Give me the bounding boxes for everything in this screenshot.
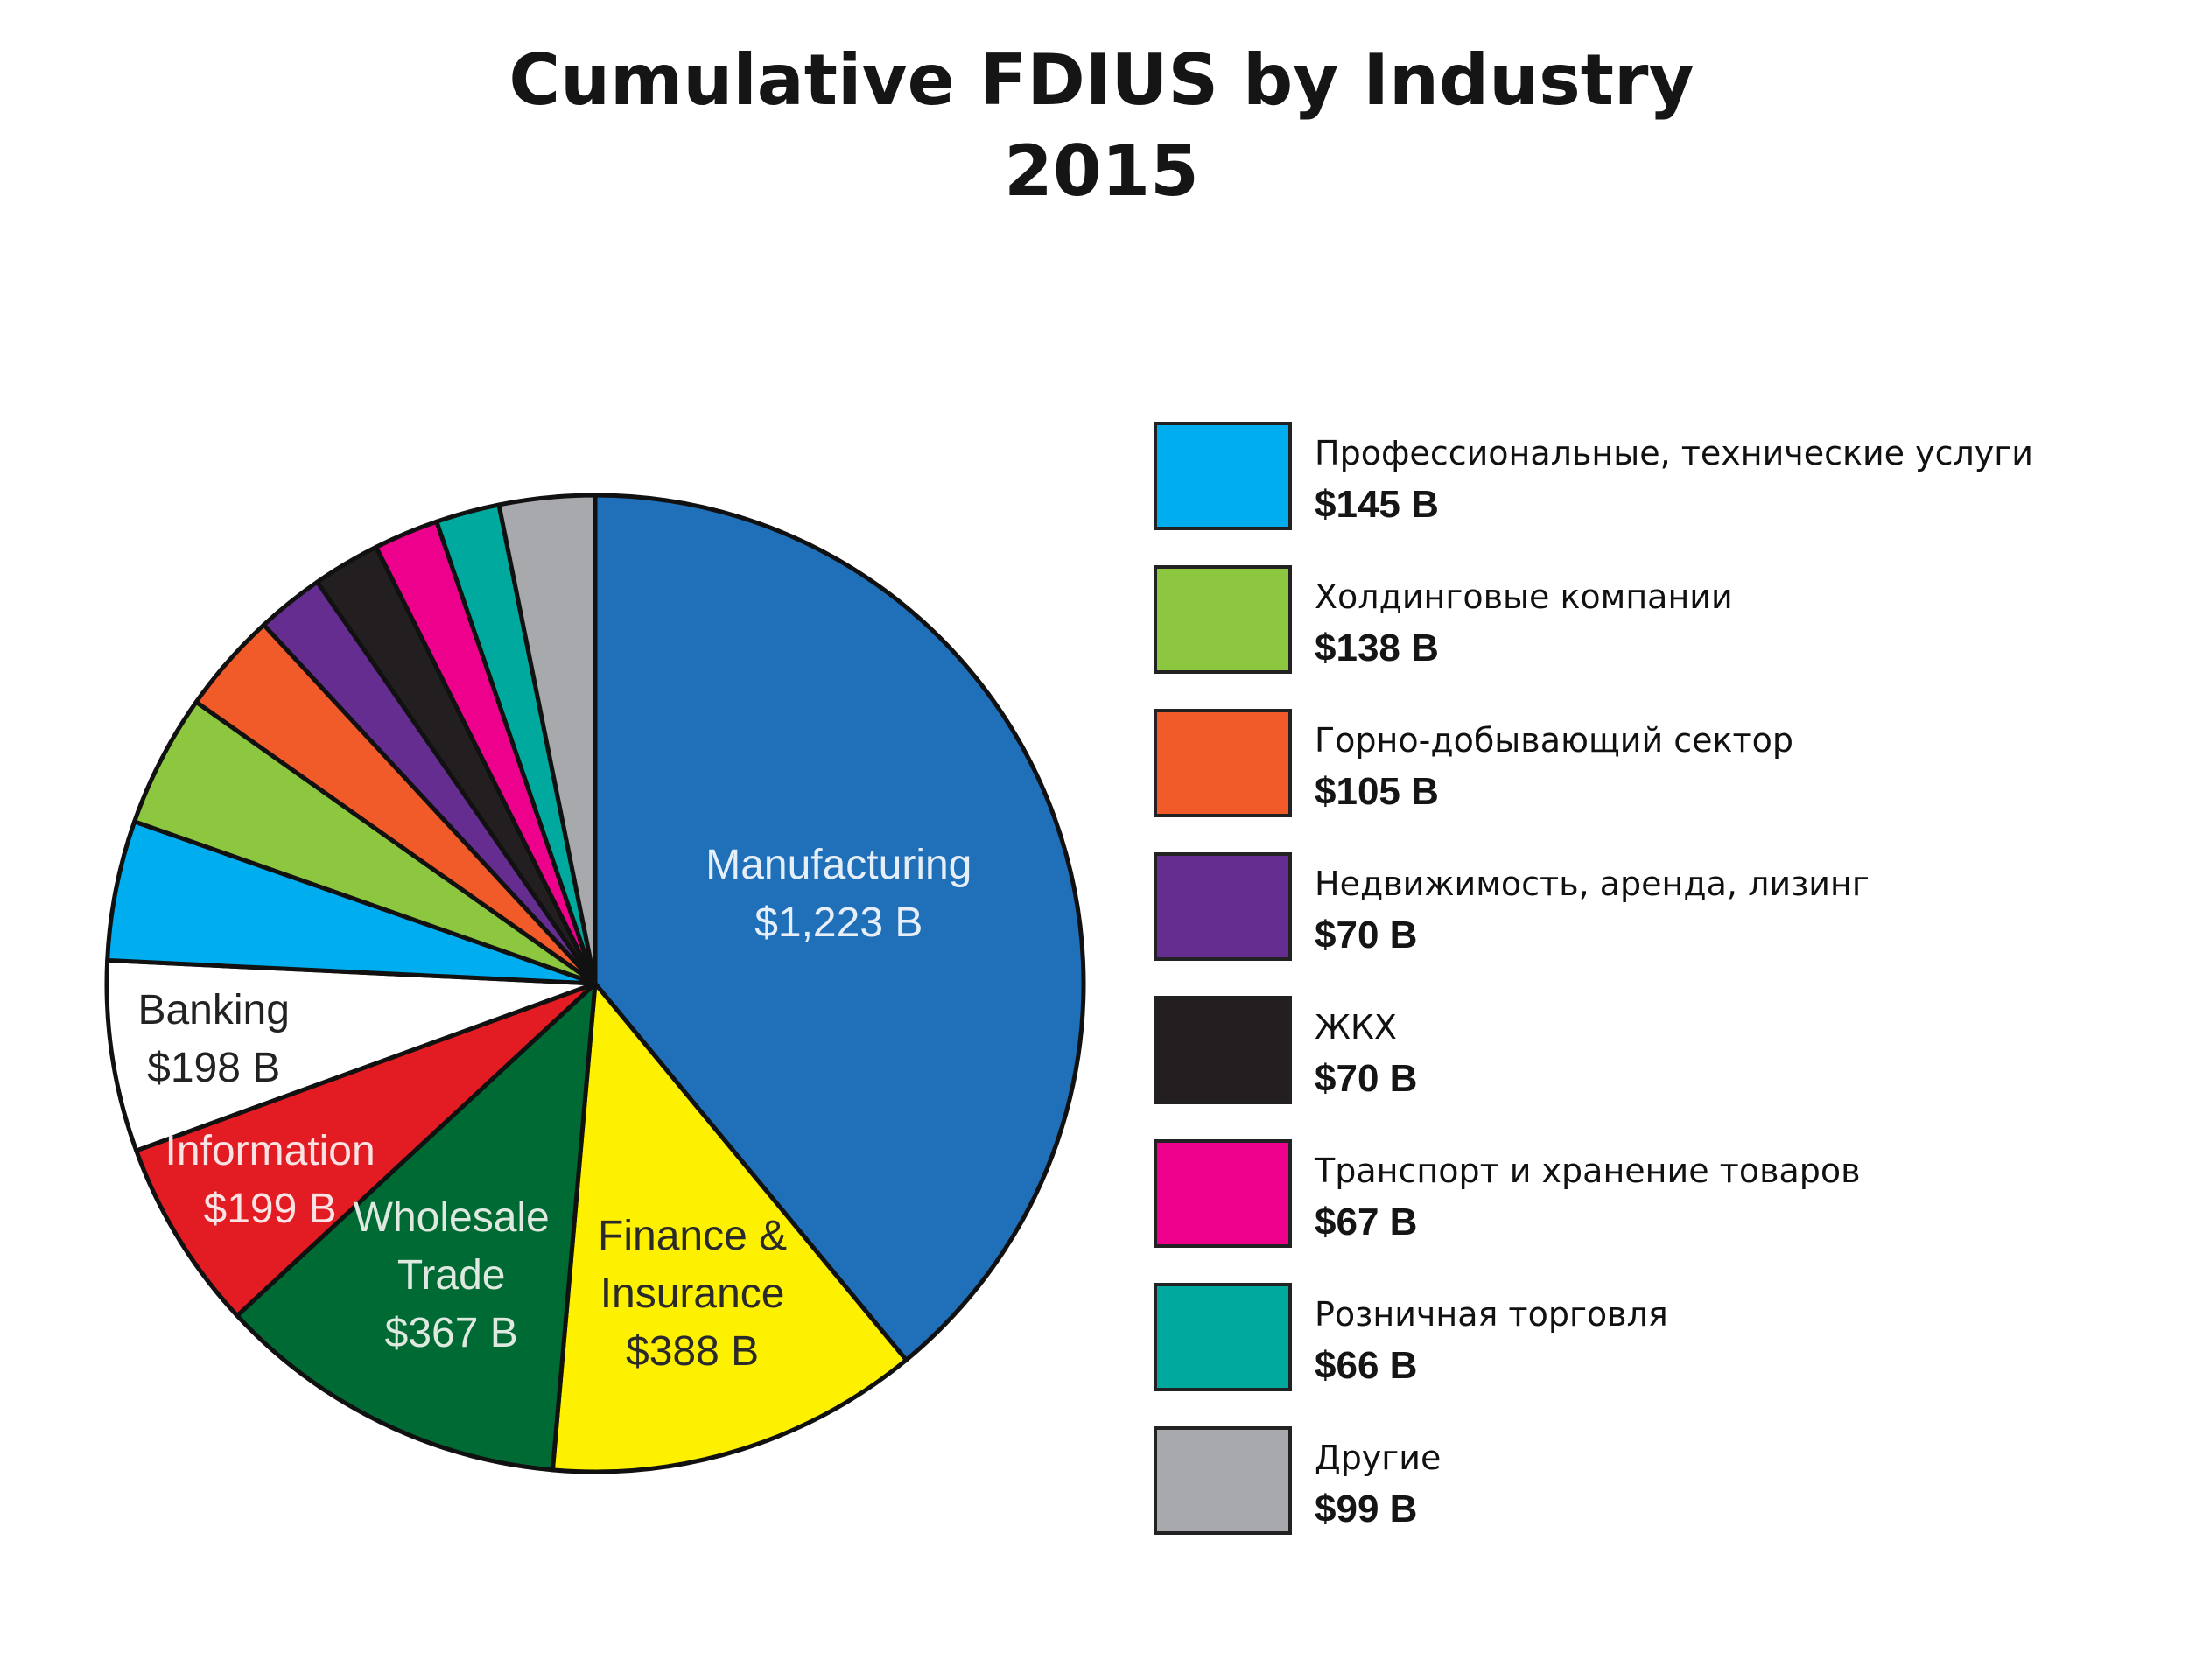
pie-slice — [134, 981, 598, 1319]
legend-item: Другие $99 B — [1154, 1426, 2186, 1570]
slice-label-line: Information — [165, 1128, 375, 1174]
legend-swatch — [1154, 565, 1292, 674]
pie-slice-labels: Manufacturing $1,223 B Finance & Insurance $… — [137, 842, 972, 1375]
slice-label-line: $198 B — [147, 1045, 280, 1091]
slice-label-line: Finance & — [598, 1213, 787, 1259]
slice-label-line: Insurance — [600, 1270, 785, 1317]
pie-chart: Manufacturing $1,223 B Finance & Insurance $… — [104, 493, 1086, 1474]
legend-item: Холдинговые компании $138 B — [1154, 565, 2186, 709]
chart-subtitle: 2015 — [1004, 130, 1199, 212]
pie-slice — [550, 981, 909, 1474]
legend-value: $67 B — [1315, 1200, 1418, 1243]
legend: Профессиональные, технические услуги $145… — [1154, 422, 2186, 1570]
chart-title: Cumulative FDIUS by Industry 2015 — [0, 35, 2203, 217]
legend-item: Недвижимость, аренда, лизинг $70 B — [1154, 852, 2186, 996]
legend-value: $70 B — [1315, 914, 1418, 956]
legend-label: Розничная торговля — [1315, 1295, 1668, 1334]
legend-swatch — [1154, 852, 1292, 961]
slice-label-line: $1,223 B — [754, 900, 923, 946]
chart-title-line: Cumulative FDIUS by Industry — [509, 39, 1694, 121]
legend-swatch — [1154, 996, 1292, 1104]
legend-label: Профессиональные, технические услуги — [1315, 434, 2033, 472]
slice-label-line: Manufacturing — [705, 842, 972, 888]
legend-value: $99 B — [1315, 1488, 1418, 1530]
legend-label: Транспорт и хранение товаров — [1315, 1152, 1861, 1190]
legend-item: ЖКХ $70 B — [1154, 996, 2186, 1139]
legend-label: ЖКХ — [1315, 1008, 1397, 1046]
legend-label: Недвижимость, аренда, лизинг — [1315, 864, 1870, 903]
slice-label-line: Trade — [397, 1251, 506, 1298]
legend-swatch — [1154, 1139, 1292, 1248]
legend-item: Горно-добывающий сектор $105 B — [1154, 709, 2186, 852]
legend-swatch — [1154, 1426, 1292, 1535]
pie-slices — [104, 493, 1086, 1474]
legend-label: Другие — [1315, 1438, 1442, 1477]
legend-value: $105 B — [1315, 770, 1439, 813]
slice-label: Finance & Insurance $388 B — [598, 1213, 787, 1375]
legend-item: Транспорт и хранение товаров $67 B — [1154, 1139, 2186, 1283]
legend-swatch — [1154, 422, 1292, 530]
slice-label-line: Wholesale — [354, 1194, 550, 1240]
legend-item: Профессиональные, технические услуги $145… — [1154, 422, 2186, 565]
slice-label: Information $199 B — [165, 1128, 375, 1232]
legend-item: Розничная торговля $66 B — [1154, 1283, 2186, 1426]
pie-slice — [104, 957, 598, 1153]
legend-value: $70 B — [1315, 1057, 1418, 1100]
pie-slice — [496, 493, 598, 986]
slice-label: Wholesale Trade $367 B — [354, 1194, 550, 1355]
slice-label-line: $367 B — [385, 1309, 518, 1355]
pie-slice — [235, 981, 598, 1473]
pie-slice — [593, 493, 1086, 1362]
legend-value: $66 B — [1315, 1344, 1418, 1387]
legend-swatch — [1154, 1283, 1292, 1391]
slice-label-line: Banking — [137, 987, 289, 1033]
slice-label-line: $388 B — [626, 1328, 759, 1375]
slice-label: Manufacturing $1,223 B — [705, 842, 972, 946]
legend-swatch — [1154, 709, 1292, 817]
legend-value: $138 B — [1315, 626, 1439, 669]
legend-label: Горно-добывающий сектор — [1315, 721, 1793, 760]
slice-label: Banking $198 B — [137, 987, 289, 1091]
slice-label-line: $199 B — [204, 1186, 337, 1232]
pie-slice — [105, 819, 598, 986]
legend-label: Холдинговые компании — [1315, 578, 1733, 616]
legend-value: $145 B — [1315, 483, 1439, 526]
